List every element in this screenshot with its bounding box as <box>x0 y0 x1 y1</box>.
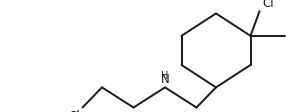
Text: Cl: Cl <box>68 110 80 112</box>
Text: H: H <box>161 71 169 81</box>
Text: N: N <box>160 73 169 86</box>
Text: Cl: Cl <box>262 0 274 10</box>
